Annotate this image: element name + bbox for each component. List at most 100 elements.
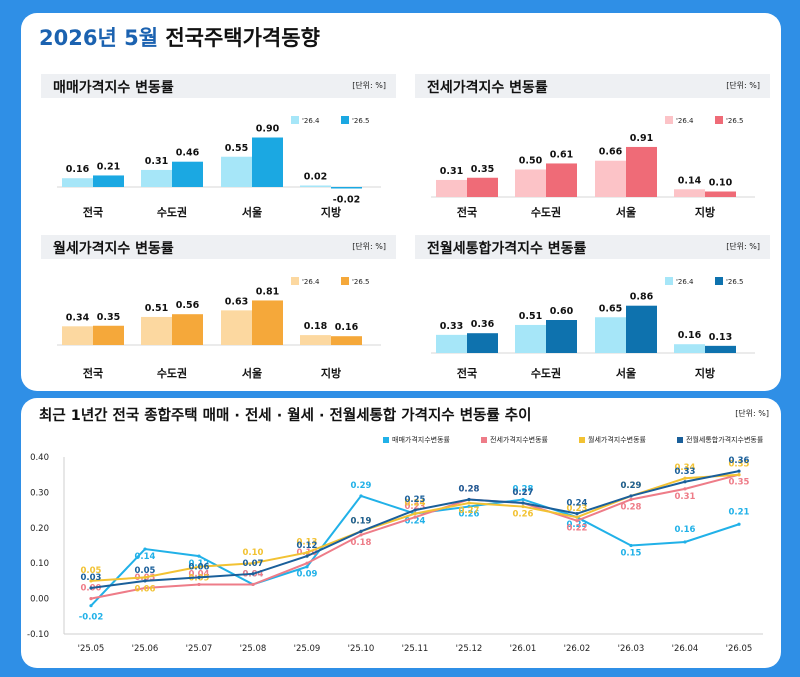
unit-label: [단위: %] <box>352 81 386 90</box>
bar <box>141 169 172 187</box>
legend-item-sale: 매매가격지수변동률 <box>383 435 450 445</box>
data-point <box>251 572 255 576</box>
data-label: 0.28 <box>459 484 480 494</box>
data-point <box>89 597 93 601</box>
legend-item-jeonse: 전세가격지수변동률 <box>481 435 548 445</box>
data-label: 0.50 <box>519 156 543 167</box>
legend-label: '26.4 <box>302 278 320 286</box>
data-point <box>737 469 741 473</box>
bar-chart-sale: '26.4 '26.5 0.16 0.21 전국 0.31 0.46 수도권 0.55 0.90 서… <box>57 116 381 219</box>
data-point <box>89 586 93 590</box>
trend-title: 최근 1년간 전국 종합주택 매매 · 전세 · 월세 · 전월세통합 가격지수… <box>39 408 532 424</box>
legend-swatch <box>665 116 673 124</box>
bar <box>141 316 172 345</box>
bar <box>705 191 736 197</box>
data-point <box>683 540 687 544</box>
bar <box>172 161 203 187</box>
category-label: 서울 <box>242 205 262 219</box>
unit-label: [단위: %] <box>735 409 769 418</box>
legend-swatch <box>291 277 299 285</box>
data-label: 0.12 <box>189 559 210 569</box>
category-label: 수도권 <box>531 367 561 380</box>
data-label: 0.02 <box>304 172 327 183</box>
legend-swatch <box>579 437 585 443</box>
bar <box>62 326 93 345</box>
data-point <box>305 550 309 555</box>
category-label: 수도권 <box>157 206 187 219</box>
bar <box>595 160 626 197</box>
x-tick-label: '26.04 <box>672 644 699 654</box>
bar <box>436 179 467 197</box>
data-point <box>305 565 309 569</box>
data-label: 0.31 <box>675 492 696 502</box>
category-label: 서울 <box>616 205 636 219</box>
x-tick-label: '25.06 <box>132 644 159 654</box>
data-label: -0.02 <box>333 195 360 206</box>
panel-jeonse: 전세가격지수 변동률 [단위: %] '26.4 '26.5 0.31 0.35 전국 0… <box>415 74 770 222</box>
bar <box>331 187 362 189</box>
data-label: 0.34 <box>675 463 696 473</box>
data-label: 0.29 <box>621 481 642 491</box>
y-tick-label: -0.10 <box>27 630 49 640</box>
data-label: 0.25 <box>405 495 426 505</box>
bar <box>674 344 705 353</box>
data-label: -0.02 <box>79 613 104 623</box>
trend-legend: 매매가격지수변동률 전세가격지수변동률 월세가격지수변동률 전월세통합가격지수변… <box>383 435 778 447</box>
data-label: 0.27 <box>459 506 480 516</box>
data-label: 0.13 <box>709 332 732 343</box>
legend-label: '26.4 <box>676 117 694 125</box>
bar <box>252 300 283 345</box>
legend-swatch <box>341 116 349 124</box>
data-label: 0.35 <box>729 478 750 488</box>
x-tick-label: '25.05 <box>78 644 105 654</box>
page-title: 2026년 5월 전국주택가격동향 <box>39 22 320 52</box>
data-label: 0.23 <box>567 504 588 514</box>
data-label: 0.90 <box>256 124 280 135</box>
unit-label: [단위: %] <box>726 242 760 251</box>
data-point <box>737 473 741 477</box>
trend-card: 최근 1년간 전국 종합주택 매매 · 전세 · 월세 · 전월세통합 가격지수… <box>21 398 781 668</box>
data-label: 0.06 <box>135 584 156 594</box>
bar <box>221 156 252 187</box>
data-label: 0.24 <box>405 517 426 527</box>
panel-header: 전세가격지수 변동률 [단위: %] <box>415 74 770 98</box>
data-point <box>629 543 633 548</box>
bar-chart-combined: '26.4 '26.5 0.33 0.36 전국 0.51 0.60 수도권 0.65 0.86 서… <box>431 277 755 380</box>
data-label: 0.28 <box>459 484 480 494</box>
data-label: 0.28 <box>621 502 642 512</box>
data-label: 0.16 <box>335 322 359 333</box>
category-label: 전국 <box>83 205 103 219</box>
data-label: 0.29 <box>351 481 372 491</box>
data-label: 0.63 <box>225 296 248 307</box>
data-point <box>467 497 471 502</box>
data-label: 0.36 <box>729 456 750 466</box>
bar <box>515 324 546 353</box>
data-label: 0.26 <box>459 510 480 520</box>
bar <box>93 325 124 345</box>
data-label: 0.13 <box>297 538 318 548</box>
category-label: 지방 <box>321 366 341 380</box>
data-label: 0.24 <box>405 499 426 509</box>
data-label: 0.27 <box>513 488 534 498</box>
category-label: 전국 <box>83 366 103 380</box>
y-tick-label: 0.00 <box>30 595 49 605</box>
data-point <box>413 512 417 516</box>
data-point <box>521 501 525 505</box>
panel-title: 전세가격지수 변동률 <box>427 80 548 96</box>
data-label: 0.35 <box>729 460 750 470</box>
x-tick-label: '25.10 <box>348 644 375 654</box>
x-tick-label: '25.07 <box>186 644 213 654</box>
legend-label: '26.5 <box>726 278 744 286</box>
data-point <box>143 579 147 583</box>
bar-chart-monthly: '26.4 '26.5 0.34 0.35 전국 0.51 0.56 수도권 0.63 0.81 서… <box>57 277 381 380</box>
legend-swatch <box>715 116 723 124</box>
data-label: 0.46 <box>176 148 200 159</box>
bar <box>674 189 705 197</box>
panel-title: 매매가격지수 변동률 <box>53 80 174 96</box>
category-label: 지방 <box>695 366 715 380</box>
legend-swatch <box>677 437 683 443</box>
data-point <box>683 487 687 491</box>
category-label: 전국 <box>457 366 477 380</box>
data-label: 0.35 <box>97 312 120 323</box>
data-label: 0.22 <box>567 524 588 534</box>
